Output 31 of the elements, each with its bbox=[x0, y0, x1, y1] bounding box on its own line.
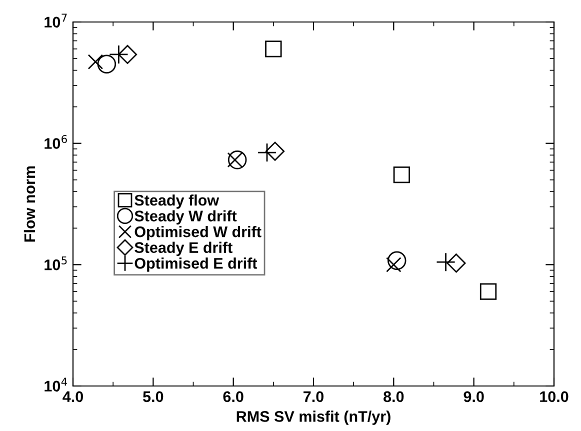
x-tick-label: 5.0 bbox=[143, 391, 164, 402]
x-axis-title: RMS SV misfit (nT/yr) bbox=[236, 410, 390, 425]
y-axis-title: Flow norm bbox=[24, 166, 36, 242]
y-tick-label: 10$^{7}$ bbox=[44, 14, 67, 28]
legend-label: Steady E drift bbox=[134, 242, 232, 256]
y-tick-label: 10$^{4}$ bbox=[44, 378, 68, 392]
x-tick-label: 6.0 bbox=[223, 391, 244, 402]
point bbox=[388, 251, 406, 270]
x-tick-label: 9.0 bbox=[464, 391, 484, 402]
point bbox=[108, 44, 128, 64]
y-tick-label: 10$^{6}$ bbox=[44, 134, 67, 149]
legend-label: Optimised E drift bbox=[134, 258, 258, 272]
x-tick-label: 8.0 bbox=[384, 391, 404, 402]
point bbox=[265, 40, 282, 58]
point bbox=[480, 283, 497, 300]
point bbox=[88, 54, 104, 70]
point bbox=[228, 150, 247, 170]
point bbox=[446, 254, 466, 273]
y-tick-label: 10$^{5}$ bbox=[44, 256, 67, 270]
point bbox=[97, 54, 116, 74]
x-tick-label: 10.0 bbox=[540, 391, 568, 402]
legend-label: Steady W drift bbox=[134, 210, 237, 224]
point bbox=[393, 166, 410, 184]
point bbox=[436, 252, 456, 272]
point bbox=[118, 44, 138, 64]
legend-label: Steady flow bbox=[134, 194, 220, 209]
point bbox=[257, 142, 277, 162]
x-tick-label: 7.0 bbox=[304, 391, 324, 402]
point bbox=[265, 142, 285, 161]
legend-label: Optimised W drift bbox=[134, 226, 262, 240]
x-tick-label: 4.0 bbox=[62, 391, 83, 402]
